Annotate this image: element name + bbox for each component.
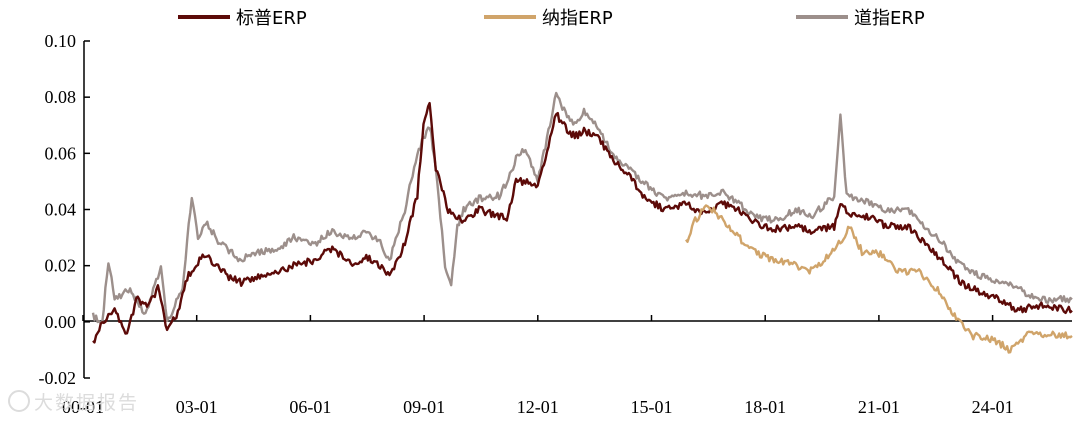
x-tick-label: 12-01 — [517, 397, 559, 417]
watermark-logo-icon — [8, 390, 30, 412]
x-tick-label: 24-01 — [972, 397, 1014, 417]
legend-label: 标普ERP — [236, 8, 307, 29]
legend-label: 纳指ERP — [542, 8, 613, 29]
y-tick-label: 0.10 — [45, 31, 77, 51]
x-tick-label: 15-01 — [631, 397, 673, 417]
y-tick-label: 0.02 — [45, 256, 77, 276]
x-axis: 00-01 03-01 06-01 09-01 12-01 15-01 18-01 21-01… — [62, 315, 1072, 417]
x-tick-label: 09-01 — [403, 397, 445, 417]
series-layer — [91, 91, 1073, 354]
series-line-1 — [92, 101, 1073, 344]
y-axis: -0.02 0.00 0.02 0.04 0.06 0.08 0.10 — [39, 31, 90, 388]
x-tick-label: 03-01 — [176, 397, 218, 417]
x-tick-label: 06-01 — [289, 397, 331, 417]
x-tick-label: 00-01 — [62, 397, 104, 417]
series-line-3 — [91, 91, 1073, 325]
x-tick-label: 18-01 — [744, 397, 786, 417]
watermark: 大数据报告 — [8, 388, 139, 415]
legend: 标普ERP 纳指ERP 道指ERP — [178, 8, 925, 29]
series-line-2 — [685, 204, 1073, 354]
y-tick-label: 0.04 — [45, 200, 77, 220]
y-tick-label: 0.06 — [45, 143, 77, 163]
y-tick-label: 0.08 — [45, 87, 77, 107]
y-tick-label: -0.02 — [39, 368, 77, 388]
watermark-text: 大数据报告 — [34, 392, 140, 414]
legend-label: 道指ERP — [854, 8, 925, 29]
x-tick-label: 21-01 — [858, 397, 900, 417]
y-tick-label: 0.00 — [45, 312, 77, 332]
